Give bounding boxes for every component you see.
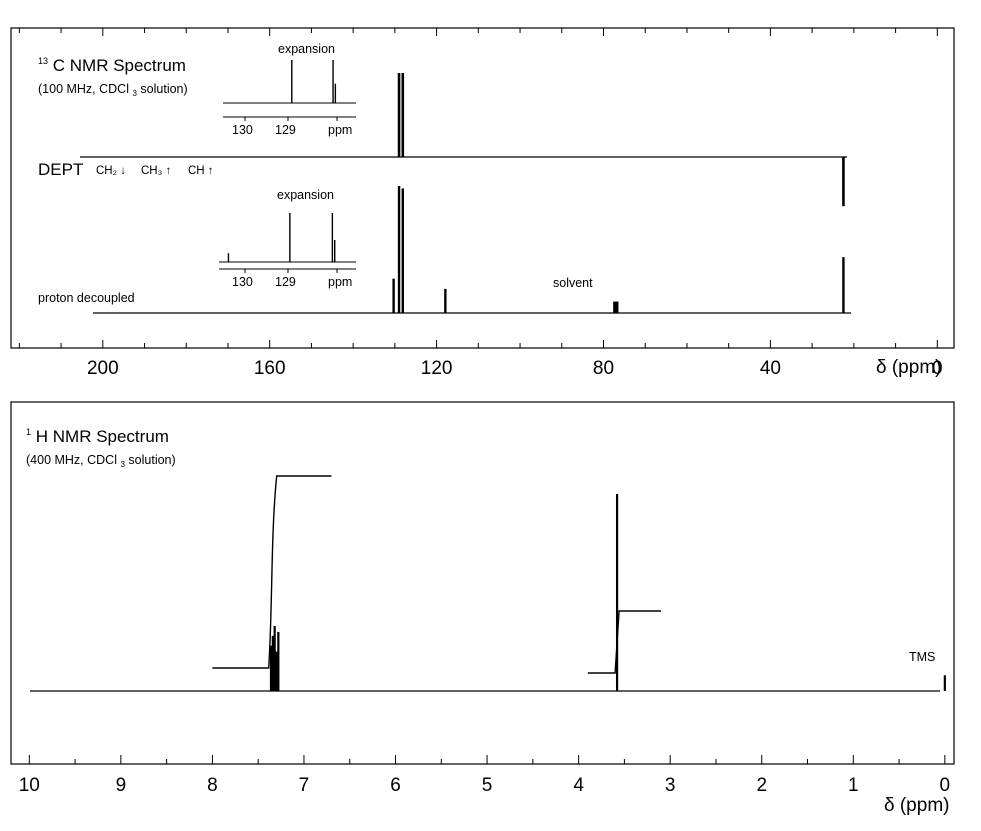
h1-conditions-post: solution) [128,453,175,467]
dept-ch3-legend: CH₃ ↑ [141,165,171,177]
proton-decoupled-label: proton decoupled [38,291,135,305]
h1-axis-tick-label: 9 [116,775,127,796]
dept-expansion-tick-label: 130 [232,123,253,137]
dept-ch2-legend: CH₂ ↓ [96,165,126,177]
c13-title-superscript: 13 [38,56,48,66]
c13-conditions-post: solution) [140,82,187,96]
h1-axis-tick-labels: 10 9 8 7 6 5 4 3 2 1 0 [19,775,950,796]
c13-axis-tick-label: 0 [932,358,943,379]
h1-axis-tick-label: 6 [390,775,401,796]
dept-expansion-peaks [291,60,337,103]
h1-axis-tick-label: 7 [299,775,310,796]
dept-expansion-tick-label: 129 [275,123,296,137]
h1-conditions-subscript: 3 [120,460,125,469]
c13-axis-tick-label: 120 [421,358,453,379]
h1-conditions-pre: (400 MHz, CDCl [26,453,117,467]
dept-ch-legend: CH ↑ [188,165,214,177]
c13-axis-tick-label: 200 [87,358,119,379]
h1-axis-unit: δ (ppm) [884,795,949,816]
h1-axis-tick-label: 1 [848,775,859,796]
h1-axis-tick-label: 4 [573,775,584,796]
c13-frame [10,27,955,349]
pd-expansion-tick-label: 129 [275,275,296,289]
h1-axis-tick-label: 10 [19,775,40,796]
c13-title: 13 C NMR Spectrum [38,49,186,75]
c13-axis-ticks [18,28,938,348]
c13-conditions-subscript: 3 [132,89,137,98]
proton-decoupled-expansion-inset: expansion 130 129 ppm [219,188,356,289]
h1-axis-tick-label: 0 [940,775,951,796]
c13-conditions: (100 MHz, CDCl 3 solution) [38,82,188,99]
dept-expansion-inset: expansion 130 129 ppm [223,42,356,137]
h1-title-text: H NMR Spectrum [36,427,169,446]
pd-expansion-label: expansion [277,188,334,202]
h1-title-superscript: 1 [26,427,31,437]
c13-title-text: C NMR Spectrum [53,56,186,75]
h1-title: 1 H NMR Spectrum [26,420,169,446]
h1-conditions: (400 MHz, CDCl 3 solution) [26,453,176,470]
h1-axis-tick-label: 2 [756,775,767,796]
h1-axis-tick-label: 8 [207,775,218,796]
pd-expansion-tick-label: 130 [232,275,253,289]
pd-expansion-peaks [227,213,336,262]
h1-panel: 10 9 8 7 6 5 4 3 2 1 0 δ (ppm) 1 H NMR Spectrum (4… [10,401,955,816]
c13-axis-tick-labels: 200 160 120 80 40 0 [87,358,943,379]
dept-label: DEPT [38,160,83,179]
c13-conditions-pre: (100 MHz, CDCl [38,82,129,96]
h1-integral-curve [212,475,332,669]
pd-expansion-unit: ppm [328,275,352,289]
h1-axis-tick-label: 3 [665,775,676,796]
dept-expansion-unit: ppm [328,123,352,137]
c13-panel: 200 160 120 80 40 0 δ (ppm) 13 C NMR Spectrum… [10,27,955,379]
proton-decoupled-peaks [392,186,845,313]
dept-peaks [397,73,845,207]
c13-axis-unit: δ (ppm) [876,357,941,378]
dept-expansion-label: expansion [278,42,335,56]
h1-peaks [269,494,946,691]
h1-axis-tick-label: 5 [482,775,493,796]
h1-integral-curve [587,610,662,674]
h1-frame [10,401,955,765]
c13-axis-tick-label: 40 [760,358,781,379]
c13-axis-tick-label: 80 [593,358,614,379]
h1-integral-curves [212,475,662,674]
h1-axis-ticks [28,755,946,764]
tms-label: TMS [909,650,935,664]
c13-axis-tick-label: 160 [254,358,286,379]
solvent-label: solvent [553,276,593,290]
